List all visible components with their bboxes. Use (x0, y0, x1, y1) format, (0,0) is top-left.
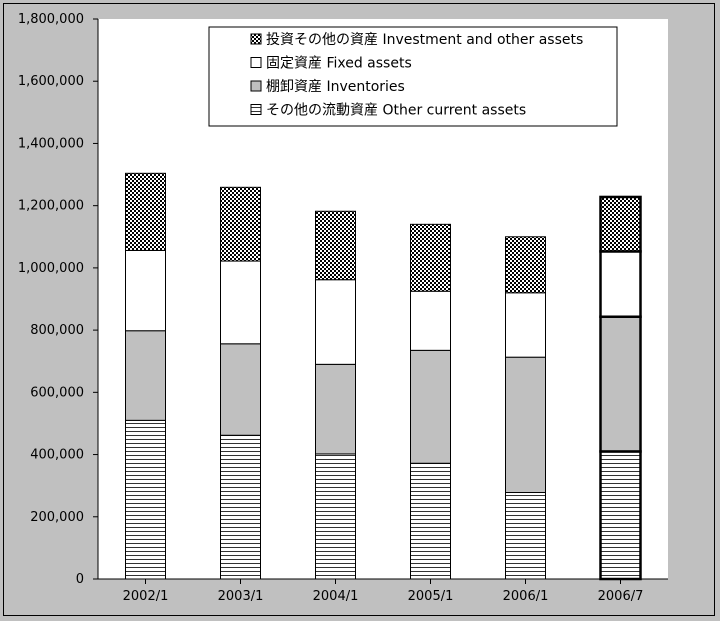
bar-segment (220, 343, 261, 436)
y-tick-label: 0 (76, 572, 84, 587)
x-tick-label: 2002/1 (123, 589, 169, 604)
bar-segment (505, 492, 546, 580)
y-tick-label: 200,000 (30, 510, 84, 525)
y-tick-label: 600,000 (30, 385, 84, 400)
bar-segment (505, 356, 546, 494)
x-tick-label: 2006/7 (598, 589, 644, 604)
bar-segment (410, 290, 451, 351)
legend-box (208, 26, 618, 127)
bar-segment (315, 363, 356, 455)
y-tick-label: 1,800,000 (18, 12, 84, 27)
bar-segment (599, 315, 642, 453)
bar-segment (125, 172, 166, 251)
bar-segment (505, 292, 546, 358)
x-tick-label: 2003/1 (218, 589, 264, 604)
y-tick-label: 1,200,000 (18, 199, 84, 214)
legend-swatch (250, 80, 262, 92)
bar-segment (599, 250, 642, 318)
bar-segment (220, 186, 261, 262)
legend-swatch (250, 57, 262, 68)
y-tick-label: 800,000 (30, 323, 84, 338)
bar-segment (410, 349, 451, 464)
bar-segment (315, 453, 356, 580)
chart-frame: 0 200,000 400,000 600,000 800,000 1,000,000 1,… (3, 3, 715, 616)
stacked-bar-chart: 0 200,000 400,000 600,000 800,000 1,000,000 1,… (18, 12, 668, 604)
bar-segment (410, 223, 451, 292)
bar-segment (125, 249, 166, 332)
bars (125, 172, 642, 581)
y-axis-ticks: 0 200,000 400,000 600,000 800,000 1,000,000 1,… (18, 12, 98, 587)
legend-label: 棚卸資産 Inventories (266, 79, 405, 95)
bar-segment (410, 462, 451, 580)
x-tick-label: 2005/1 (408, 589, 454, 604)
x-tick-label: 2004/1 (313, 589, 359, 604)
x-axis-labels: 2002/1 2003/1 2004/1 2005/1 2006/1 2006/7 (123, 579, 644, 604)
y-tick-label: 1,600,000 (18, 74, 84, 89)
bar-segment (315, 210, 356, 281)
y-tick-label: 1,000,000 (18, 261, 84, 276)
bar-segment (220, 260, 261, 345)
bar-segment (125, 330, 166, 421)
legend: 投資その他の資産 Investment and other assets 固定資産… (208, 26, 618, 127)
bar-segment (505, 236, 546, 294)
bar-segment (315, 279, 356, 365)
legend-label: 投資その他の資産 Investment and other assets (266, 32, 583, 48)
bar-segment (599, 195, 642, 253)
legend-label: その他の流動資産 Other current assets (266, 103, 526, 119)
legend-label: 固定資産 Fixed assets (266, 56, 412, 72)
legend-swatch (250, 33, 262, 45)
bar-segment (220, 434, 261, 580)
y-tick-label: 400,000 (30, 448, 84, 463)
y-tick-label: 1,400,000 (18, 136, 84, 151)
legend-swatch (250, 104, 262, 115)
x-tick-label: 2006/1 (503, 589, 549, 604)
bar-segment (599, 450, 642, 581)
bar-segment (125, 419, 166, 580)
